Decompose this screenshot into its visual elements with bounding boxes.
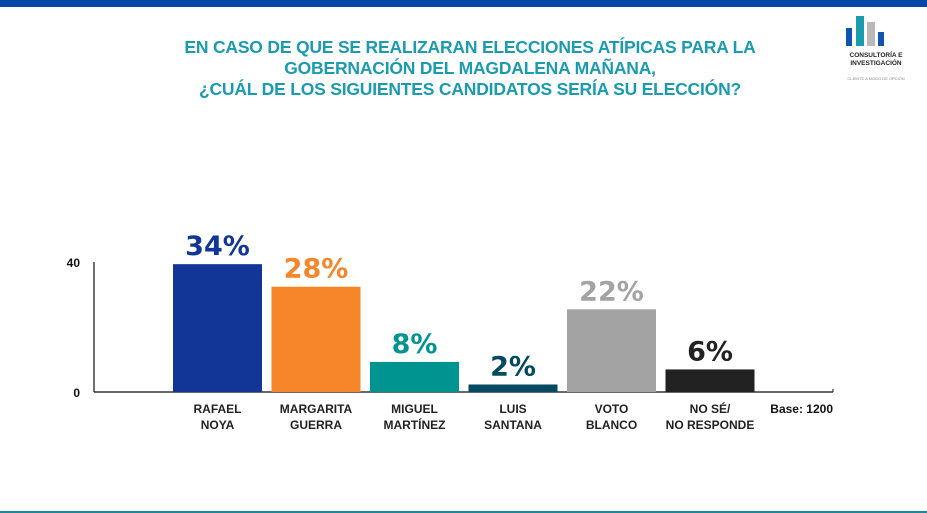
logo-line-2: INVESTIGACIÓN [850,60,902,67]
x-tick-label: GUERRA [290,418,342,432]
base-note: Base: 1200 [770,402,833,416]
x-tick-label: MARGARITA [280,402,353,416]
bar [271,286,361,392]
x-tick-label: SANTANA [484,418,542,432]
top-accent-bar [0,0,927,7]
data-label: 8% [392,329,438,360]
bar [468,384,558,392]
logo-bars-icon [846,16,884,46]
x-tick-label: LUIS [499,402,526,416]
x-tick-label: NOYA [201,418,235,432]
data-label: 6% [687,336,733,367]
data-label: 34% [185,231,250,262]
y-tick-label: 40 [67,256,81,270]
title-line-1: EN CASO DE QUE SE REALIZARAN ELECCIONES … [184,37,756,57]
bar [665,369,755,392]
title-line-2: GOBERNACIÓN DEL MAGDALENA MAÑANA, [284,58,656,78]
bar [173,264,262,392]
chart-title: EN CASO DE QUE SE REALIZARAN ELECCIONES … [120,37,820,100]
data-label: 28% [284,254,349,285]
company-logo: CONSULTORÍA E INVESTIGACIÓN CLIENTE A MO… [836,12,916,82]
data-label: 2% [490,351,536,382]
bar [370,361,459,392]
x-tick-label: MIGUEL [391,402,438,416]
logo-line-1: CONSULTORÍA E [849,52,903,59]
bottom-accent-line [0,511,927,513]
bar [567,309,656,392]
title-line-3: ¿CUÁL DE LOS SIGUIENTES CANDIDATOS SERÍA… [199,79,741,99]
x-tick-label: BLANCO [586,418,637,432]
y-tick-label: 0 [73,386,80,400]
x-tick-label: NO RESPONDE [666,418,755,432]
logo-tagline: CLIENTE A MODO DE OPCIÓN [847,76,905,81]
x-tick-label: NO SÉ/ [690,401,731,416]
data-label: 22% [579,276,644,307]
x-tick-label: MARTÍNEZ [384,417,446,432]
x-tick-label: RAFAEL [194,402,242,416]
x-tick-label: VOTO [595,402,629,416]
